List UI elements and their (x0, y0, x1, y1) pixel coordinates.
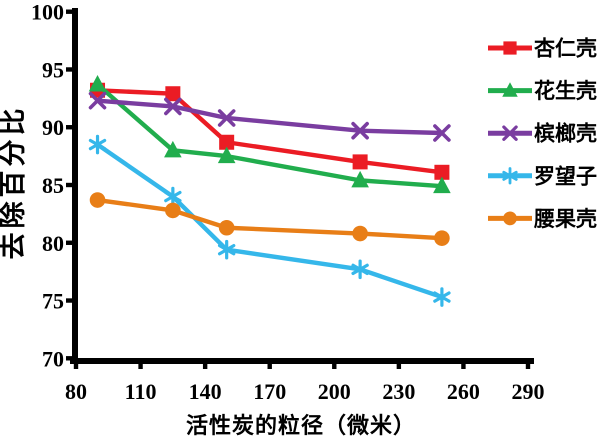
series-3-marker (217, 239, 236, 260)
y-tick-label: 80 (42, 231, 64, 256)
series-2-marker (88, 91, 107, 110)
x-tick (461, 358, 466, 369)
y-tick (66, 240, 77, 245)
x-tick (267, 358, 272, 369)
series-0-marker (352, 154, 368, 170)
legend-marker-square (503, 41, 517, 55)
series-0-marker (434, 164, 450, 180)
series-3-marker (351, 259, 369, 280)
series-2-marker (217, 109, 236, 127)
legend-item-label: 罗望子 (534, 164, 597, 188)
series-2-marker (164, 97, 182, 116)
x-tick (138, 358, 143, 369)
legend-item-label: 花生壳 (534, 79, 597, 103)
x-axis-line (70, 358, 534, 364)
y-tick (66, 9, 77, 14)
legend-marker-circle (503, 211, 517, 226)
y-axis-title: 去除百分比 (0, 105, 28, 260)
legend-item-label: 腰果壳 (533, 208, 597, 231)
x-tick-label: 290 (512, 379, 545, 404)
y-tick (66, 67, 77, 72)
y-tick (66, 356, 77, 361)
series-4-marker (352, 225, 368, 242)
y-tick-label: 90 (42, 115, 64, 140)
y-tick-label: 70 (42, 346, 64, 371)
y-tick-label: 75 (42, 289, 64, 314)
x-tick (396, 358, 402, 369)
series-4-marker (165, 202, 181, 219)
y-tick-label: 100 (31, 0, 64, 25)
legend-item-label: 槟榔壳 (534, 122, 597, 146)
x-tick-label: 200 (318, 379, 351, 404)
series-4-marker (218, 219, 235, 236)
x-tick-label: 140 (189, 379, 222, 404)
legend-item-label: 杏仁壳 (534, 37, 597, 61)
series-3-marker (88, 134, 107, 155)
series-1-marker (217, 146, 236, 164)
y-tick (66, 182, 77, 188)
x-axis-title: 活性炭的粒径（微米） (186, 413, 416, 438)
x-tick-label: 110 (125, 379, 157, 404)
x-tick (202, 358, 208, 369)
series-1-marker (164, 140, 182, 158)
series-3-marker (433, 287, 451, 307)
x-tick-label: 260 (447, 379, 480, 404)
series-1-marker (88, 74, 107, 92)
y-tick-label: 85 (42, 173, 64, 198)
series-0-marker (165, 86, 181, 102)
series-1-marker (433, 176, 451, 194)
series-1-line (95, 82, 445, 189)
x-tick (525, 358, 531, 369)
y-tick (66, 298, 77, 303)
y-tick (66, 125, 77, 130)
series-0-marker (219, 134, 235, 150)
series-2-marker (351, 121, 369, 140)
series-4-marker (434, 230, 450, 246)
y-tick-label: 95 (42, 57, 64, 82)
x-tick (332, 358, 337, 369)
series-3-marker (164, 186, 182, 207)
x-tick-label: 230 (382, 379, 415, 404)
series-2-marker (433, 124, 451, 142)
series-4-line (95, 197, 445, 241)
x-tick-label: 170 (253, 379, 286, 404)
series-4-marker (89, 192, 106, 208)
series-1-marker (351, 170, 369, 188)
legend-marker-triangle (502, 82, 518, 97)
legend-marker-x (502, 125, 518, 141)
legend-marker-asterisk (502, 167, 518, 185)
x-tick (73, 358, 79, 369)
x-tick-label: 80 (65, 379, 87, 404)
